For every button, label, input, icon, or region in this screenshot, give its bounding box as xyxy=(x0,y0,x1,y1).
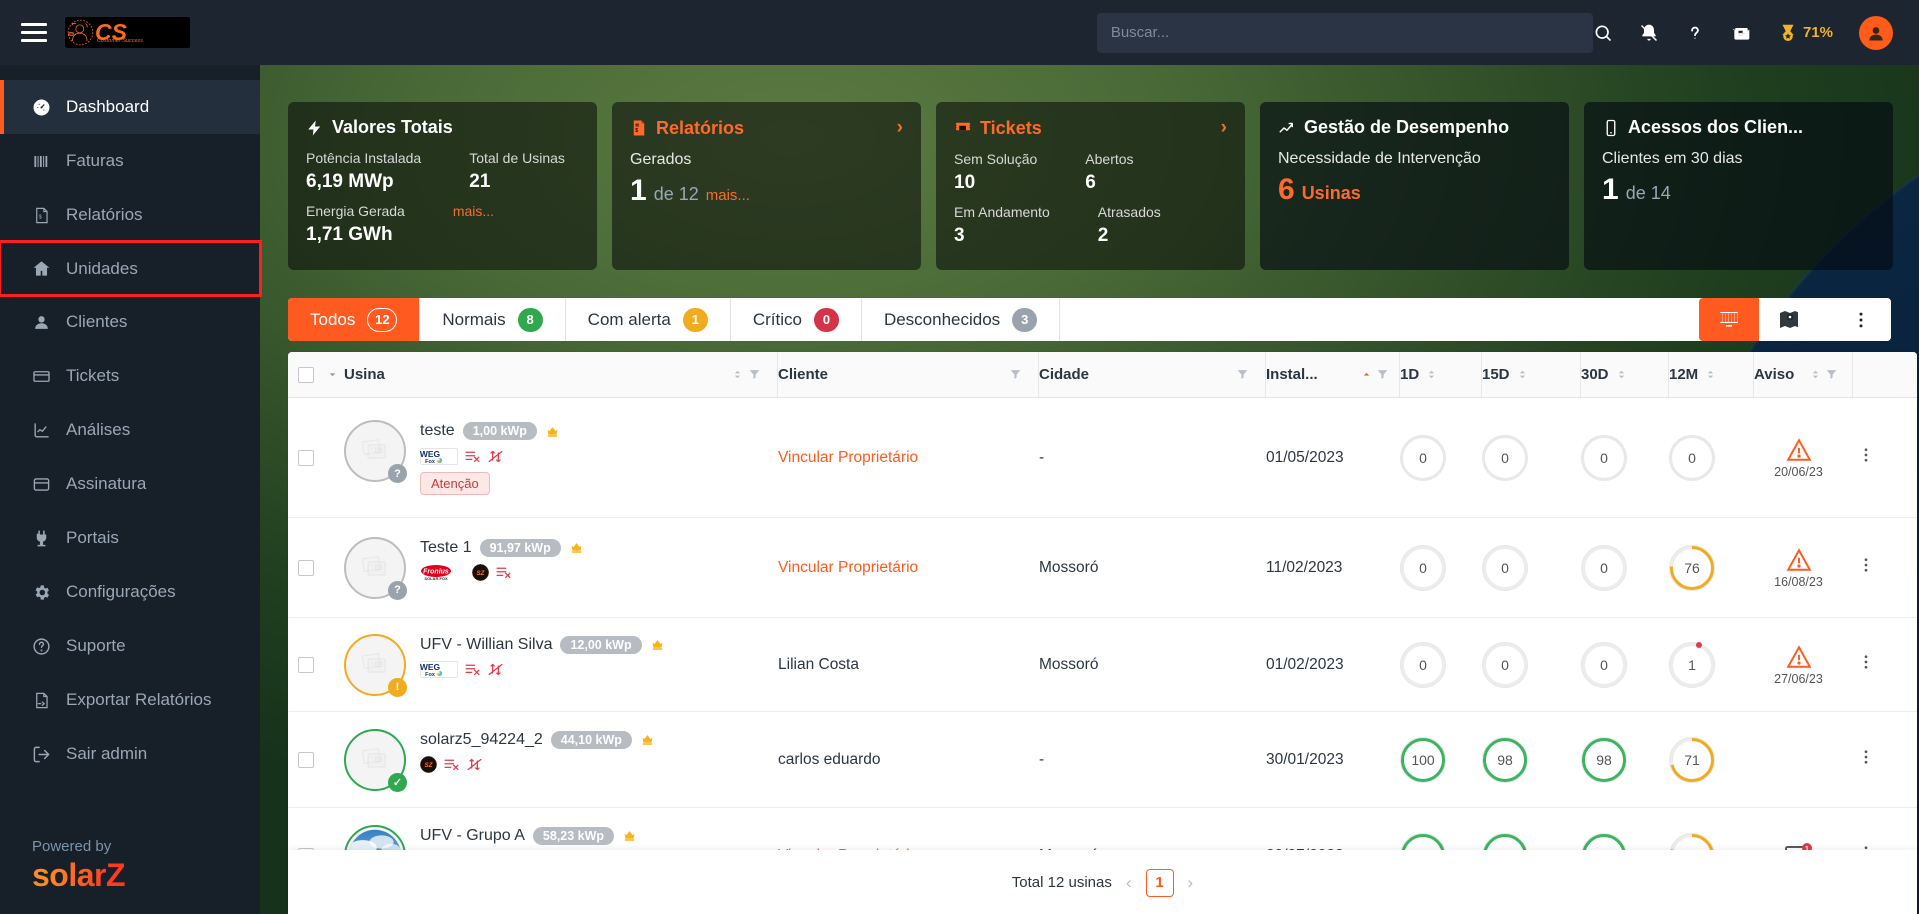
svg-text:Fox: Fox xyxy=(425,672,436,678)
svg-text:Fox: Fox xyxy=(425,459,436,465)
svg-text:SZ: SZ xyxy=(425,762,433,769)
svg-text:SOLAR.FOX: SOLAR.FOX xyxy=(424,576,448,581)
svg-text:$: $ xyxy=(39,214,42,220)
svg-text:SZ: SZ xyxy=(477,570,485,577)
svg-text:Fronius: Fronius xyxy=(423,569,449,576)
svg-text:WEG: WEG xyxy=(420,449,441,459)
svg-text:WEG: WEG xyxy=(420,662,441,672)
svg-text:$: $ xyxy=(635,128,638,134)
